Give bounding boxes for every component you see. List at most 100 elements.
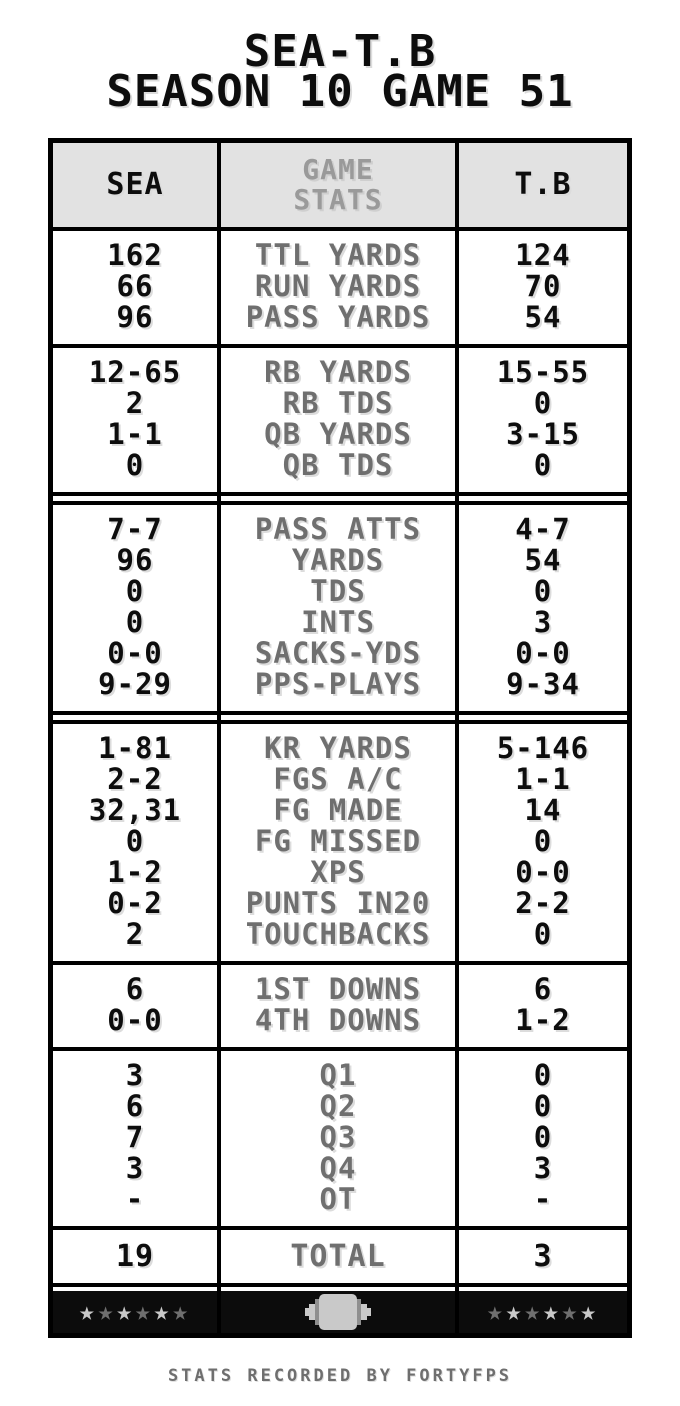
stat-values-sea: 12-65 2 1-1 0 [53, 348, 217, 492]
stat-values-tb: 15-55 0 3-15 0 [459, 348, 627, 492]
star-icon: ★ [172, 1297, 191, 1327]
stat-label: Q3 [319, 1120, 357, 1154]
stat-value: 1-1 [515, 762, 571, 796]
stat-value: 0 [533, 1089, 553, 1123]
star-icon: ★ [153, 1297, 173, 1327]
stat-label: OT [319, 1182, 357, 1216]
stat-label: TTL YARDS [254, 238, 422, 272]
stat-value: 0 [533, 917, 553, 951]
total-value-sea: 19 [115, 1239, 155, 1274]
stat-value: 0-0 [107, 636, 163, 670]
divider-mid [217, 496, 459, 501]
stat-value: 70 [524, 269, 562, 303]
stat-values-tb: 6 1-2 [459, 965, 627, 1047]
game-stats-label-line2: STATS [293, 183, 383, 216]
star-rating-sea: ★★★★★★ [79, 1295, 191, 1325]
table-header-row: SEA GAME STATS T.B [53, 143, 627, 227]
stat-value: 2 [125, 386, 145, 420]
star-icon: ★ [580, 1297, 599, 1327]
stat-value: 124 [515, 238, 571, 272]
stat-label: INTS [301, 605, 375, 639]
stat-labels: KR YARDS FGS A/C FG MADE FG MISSED XPS PUNTS … [217, 724, 459, 961]
star-rating-tb: ★★★★★★ [487, 1295, 599, 1325]
stat-value: 0-0 [515, 636, 571, 670]
stat-value: 0 [125, 605, 145, 639]
stat-values-sea: 1-81 2-2 32,31 0 1-2 0-2 2 [53, 724, 217, 961]
divider-left [53, 715, 217, 720]
stat-value: 3 [533, 605, 553, 639]
stat-label: Q2 [319, 1089, 357, 1123]
stat-value: 2-2 [515, 886, 571, 920]
stats-credit-caption: STATS RECORDED BY FORTYFPS [167, 1366, 513, 1386]
stat-value: 15-55 [496, 355, 590, 389]
stat-value: 3 [125, 1151, 145, 1185]
stat-label: SACKS-YDS [254, 636, 422, 670]
divider-right [459, 496, 627, 501]
stat-label: YARDS [291, 543, 385, 577]
stat-value: 2 [125, 917, 145, 951]
stat-value: 0 [533, 574, 553, 608]
stat-label: KR YARDS [264, 731, 412, 765]
stat-value: 12-65 [88, 355, 182, 389]
stat-value: 1-2 [515, 1003, 571, 1037]
stat-value: 0 [125, 824, 145, 858]
total-value-tb: 3 [533, 1239, 553, 1274]
team-sea-label: SEA [106, 167, 164, 202]
stat-value: 0 [533, 824, 553, 858]
header-team-tb: T.B [459, 143, 627, 227]
footer-center [217, 1287, 459, 1333]
stat-value: 9-34 [506, 667, 580, 701]
star-icon: ★ [116, 1297, 135, 1327]
stat-label: PUNTS IN20 [245, 886, 431, 920]
stat-value: 0 [125, 448, 145, 482]
footer-bar: ★★★★★★ ★★★★★★ [53, 1283, 627, 1333]
matchup-title: SEA-T.B [243, 26, 437, 77]
stat-section: 1-81 2-2 32,31 0 1-2 0-2 2 KR YARDS FGS A/C FG MA… [53, 720, 627, 961]
stat-label: RB TDS [282, 386, 394, 420]
star-icon: ★ [79, 1297, 98, 1327]
page-title: SEA-T.B SEASON 10 GAME 51 [0, 26, 680, 117]
stat-value: 0 [533, 448, 553, 482]
football-icon [305, 1293, 371, 1330]
stat-label: QB TDS [282, 448, 394, 482]
stat-label: RUN YARDS [254, 269, 422, 303]
stat-value: - [533, 1182, 553, 1216]
header-team-sea: SEA [53, 143, 217, 227]
stat-value: 6 [125, 1089, 145, 1123]
stat-values-sea: 162 66 96 [53, 231, 217, 344]
stat-section: 162 66 96 TTL YARDS RUN YARDS PASS YARDS 124 70… [53, 227, 627, 344]
stat-value: 162 [107, 238, 163, 272]
stat-label: Q1 [319, 1058, 357, 1092]
stat-section: 12-65 2 1-1 0 RB YARDS RB TDS QB YARDS QB TDS 15… [53, 344, 627, 492]
stat-value: 7 [125, 1120, 145, 1154]
stat-value: 0 [533, 386, 553, 420]
header-game-stats: GAME STATS [217, 143, 459, 227]
footer-stars-right: ★★★★★★ [459, 1287, 627, 1333]
stat-label: FG MISSED [254, 824, 422, 858]
stat-value: 5-146 [496, 731, 590, 765]
stat-value: 54 [524, 300, 562, 334]
stat-label: 1ST DOWNS [254, 972, 422, 1006]
stat-value: 1-2 [107, 855, 163, 889]
star-icon: ★ [505, 1297, 525, 1327]
footer-stars-left: ★★★★★★ [53, 1287, 217, 1333]
stat-value: 7-7 [107, 512, 163, 546]
stat-sections: 162 66 96 TTL YARDS RUN YARDS PASS YARDS 124 70… [53, 227, 627, 1226]
stat-values-sea: 7-7 96 0 0 0-0 9-29 [53, 505, 217, 711]
stat-labels: PASS ATTS YARDS TDS INTS SACKS-YDS PPS-PLAYS [217, 505, 459, 711]
team-tb-label: T.B [514, 167, 572, 202]
star-icon: ★ [487, 1297, 506, 1327]
total-row: 19 TOTAL 3 [53, 1226, 627, 1283]
stat-values-tb: 4-7 54 0 3 0-0 9-34 [459, 505, 627, 711]
star-icon: ★ [543, 1297, 562, 1327]
stat-label: PASS ATTS [254, 512, 422, 546]
stat-value: 96 [116, 543, 154, 577]
stat-values-tb: 124 70 54 [459, 231, 627, 344]
box-score-page: SEA-T.B SEASON 10 GAME 51 SEA GAME STATS… [0, 26, 680, 1386]
stat-value: 0 [533, 1120, 553, 1154]
stat-labels: TTL YARDS RUN YARDS PASS YARDS [217, 231, 459, 344]
stat-label: QB YARDS [264, 417, 412, 451]
stat-value: 14 [524, 793, 562, 827]
stat-label: TOUCHBACKS [245, 917, 431, 951]
season-game-title: SEASON 10 GAME 51 [106, 66, 574, 117]
